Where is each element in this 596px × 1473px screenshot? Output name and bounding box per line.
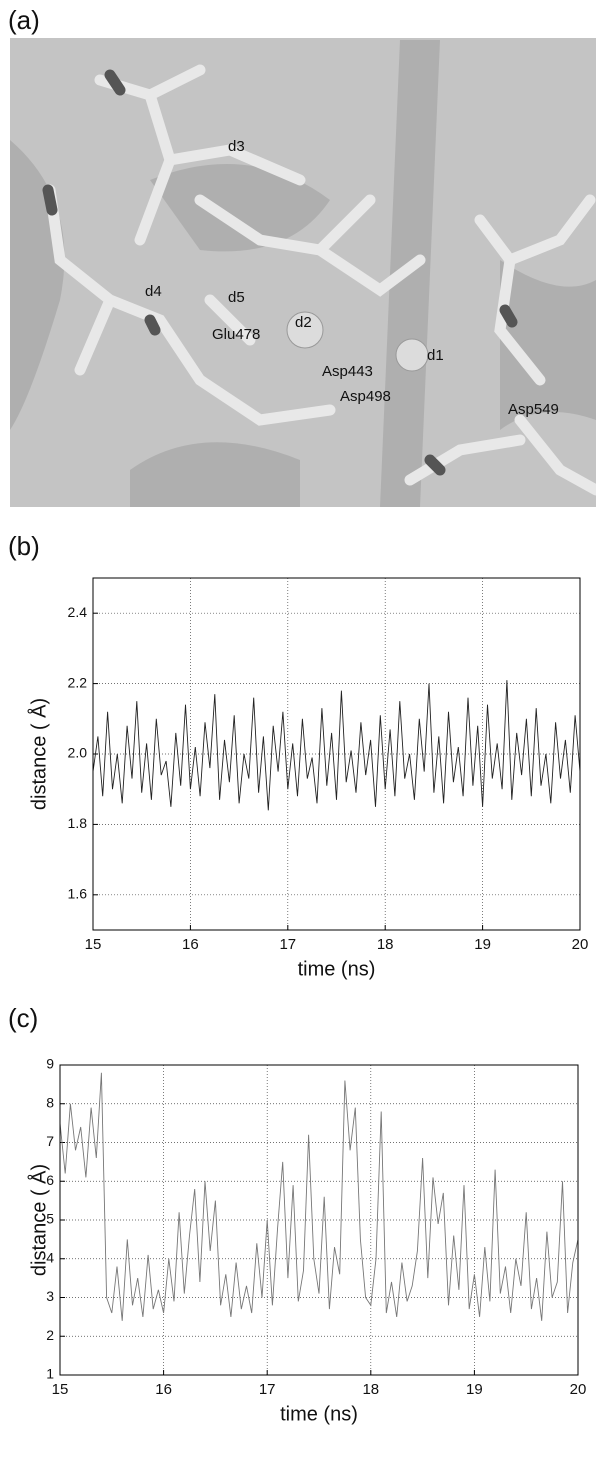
- x-tick-label: 19: [466, 1381, 483, 1398]
- data-line: [59, 1072, 579, 1321]
- ribbon: [500, 260, 596, 430]
- y-tick-label: 5: [46, 1211, 54, 1227]
- x-tick-label: 16: [155, 1381, 172, 1398]
- residue-label: Asp443: [322, 363, 373, 380]
- x-axis-label: time (ns): [298, 958, 376, 980]
- y-axis-label: distance ( Å): [27, 1164, 50, 1276]
- data-line: [92, 680, 581, 811]
- x-tick-label: 17: [279, 936, 296, 953]
- ribbon: [130, 442, 300, 507]
- x-tick-label: 15: [85, 936, 102, 953]
- y-tick-label: 9: [46, 1056, 54, 1072]
- stick: [94, 64, 426, 297]
- plot-frame: [92, 577, 581, 931]
- y-tick-label: 7: [46, 1133, 54, 1149]
- stick: [44, 184, 336, 426]
- residue-label: Glu478: [212, 326, 260, 343]
- x-tick-label: 18: [377, 936, 394, 953]
- ribbon: [150, 164, 330, 252]
- x-tick-label: 18: [362, 1381, 379, 1398]
- panel-label: (a): [8, 5, 40, 35]
- x-tick-label: 20: [570, 1381, 587, 1398]
- y-tick-label: 1.6: [68, 886, 88, 902]
- y-tick-label: 3: [46, 1288, 54, 1304]
- y-axis-label: distance ( Å): [27, 698, 50, 810]
- distance-label: d1: [427, 347, 444, 364]
- y-tick-label: 2: [46, 1327, 54, 1343]
- ion: [395, 338, 429, 372]
- panel-label: (b): [8, 531, 40, 561]
- y-tick-label: 2.4: [68, 604, 88, 620]
- x-axis-label: time (ns): [280, 1403, 358, 1425]
- y-tick-label: 1: [46, 1366, 54, 1382]
- x-tick-label: 19: [474, 936, 491, 953]
- x-tick-label: 16: [182, 936, 199, 953]
- distance-label: d3: [228, 138, 245, 155]
- y-tick-label: 2.0: [68, 745, 88, 761]
- stick: [404, 194, 596, 496]
- molecule-background: [10, 38, 596, 507]
- residue-label: Asp549: [508, 401, 559, 418]
- plot-frame: [59, 1064, 579, 1376]
- panel-label: (c): [8, 1003, 38, 1033]
- x-tick-label: 15: [52, 1381, 69, 1398]
- molecule-panel: d3 d4 d5 d2 d1 Glu478 Asp443 Asp498 Asp5…: [10, 38, 596, 507]
- stick: [42, 69, 518, 476]
- residue-label: Asp498: [340, 388, 391, 405]
- distance-label: d2: [295, 314, 312, 331]
- y-tick-label: 8: [46, 1094, 54, 1110]
- y-tick-label: 6: [46, 1172, 54, 1188]
- x-tick-label: 17: [259, 1381, 276, 1398]
- y-tick-label: 2.2: [68, 674, 88, 690]
- ion: [286, 311, 324, 349]
- y-tick-label: 4: [46, 1249, 54, 1265]
- distance-label: d4: [145, 283, 162, 300]
- distance-label: d5: [228, 289, 245, 306]
- x-tick-label: 20: [572, 936, 589, 953]
- y-tick-label: 1.8: [68, 815, 88, 831]
